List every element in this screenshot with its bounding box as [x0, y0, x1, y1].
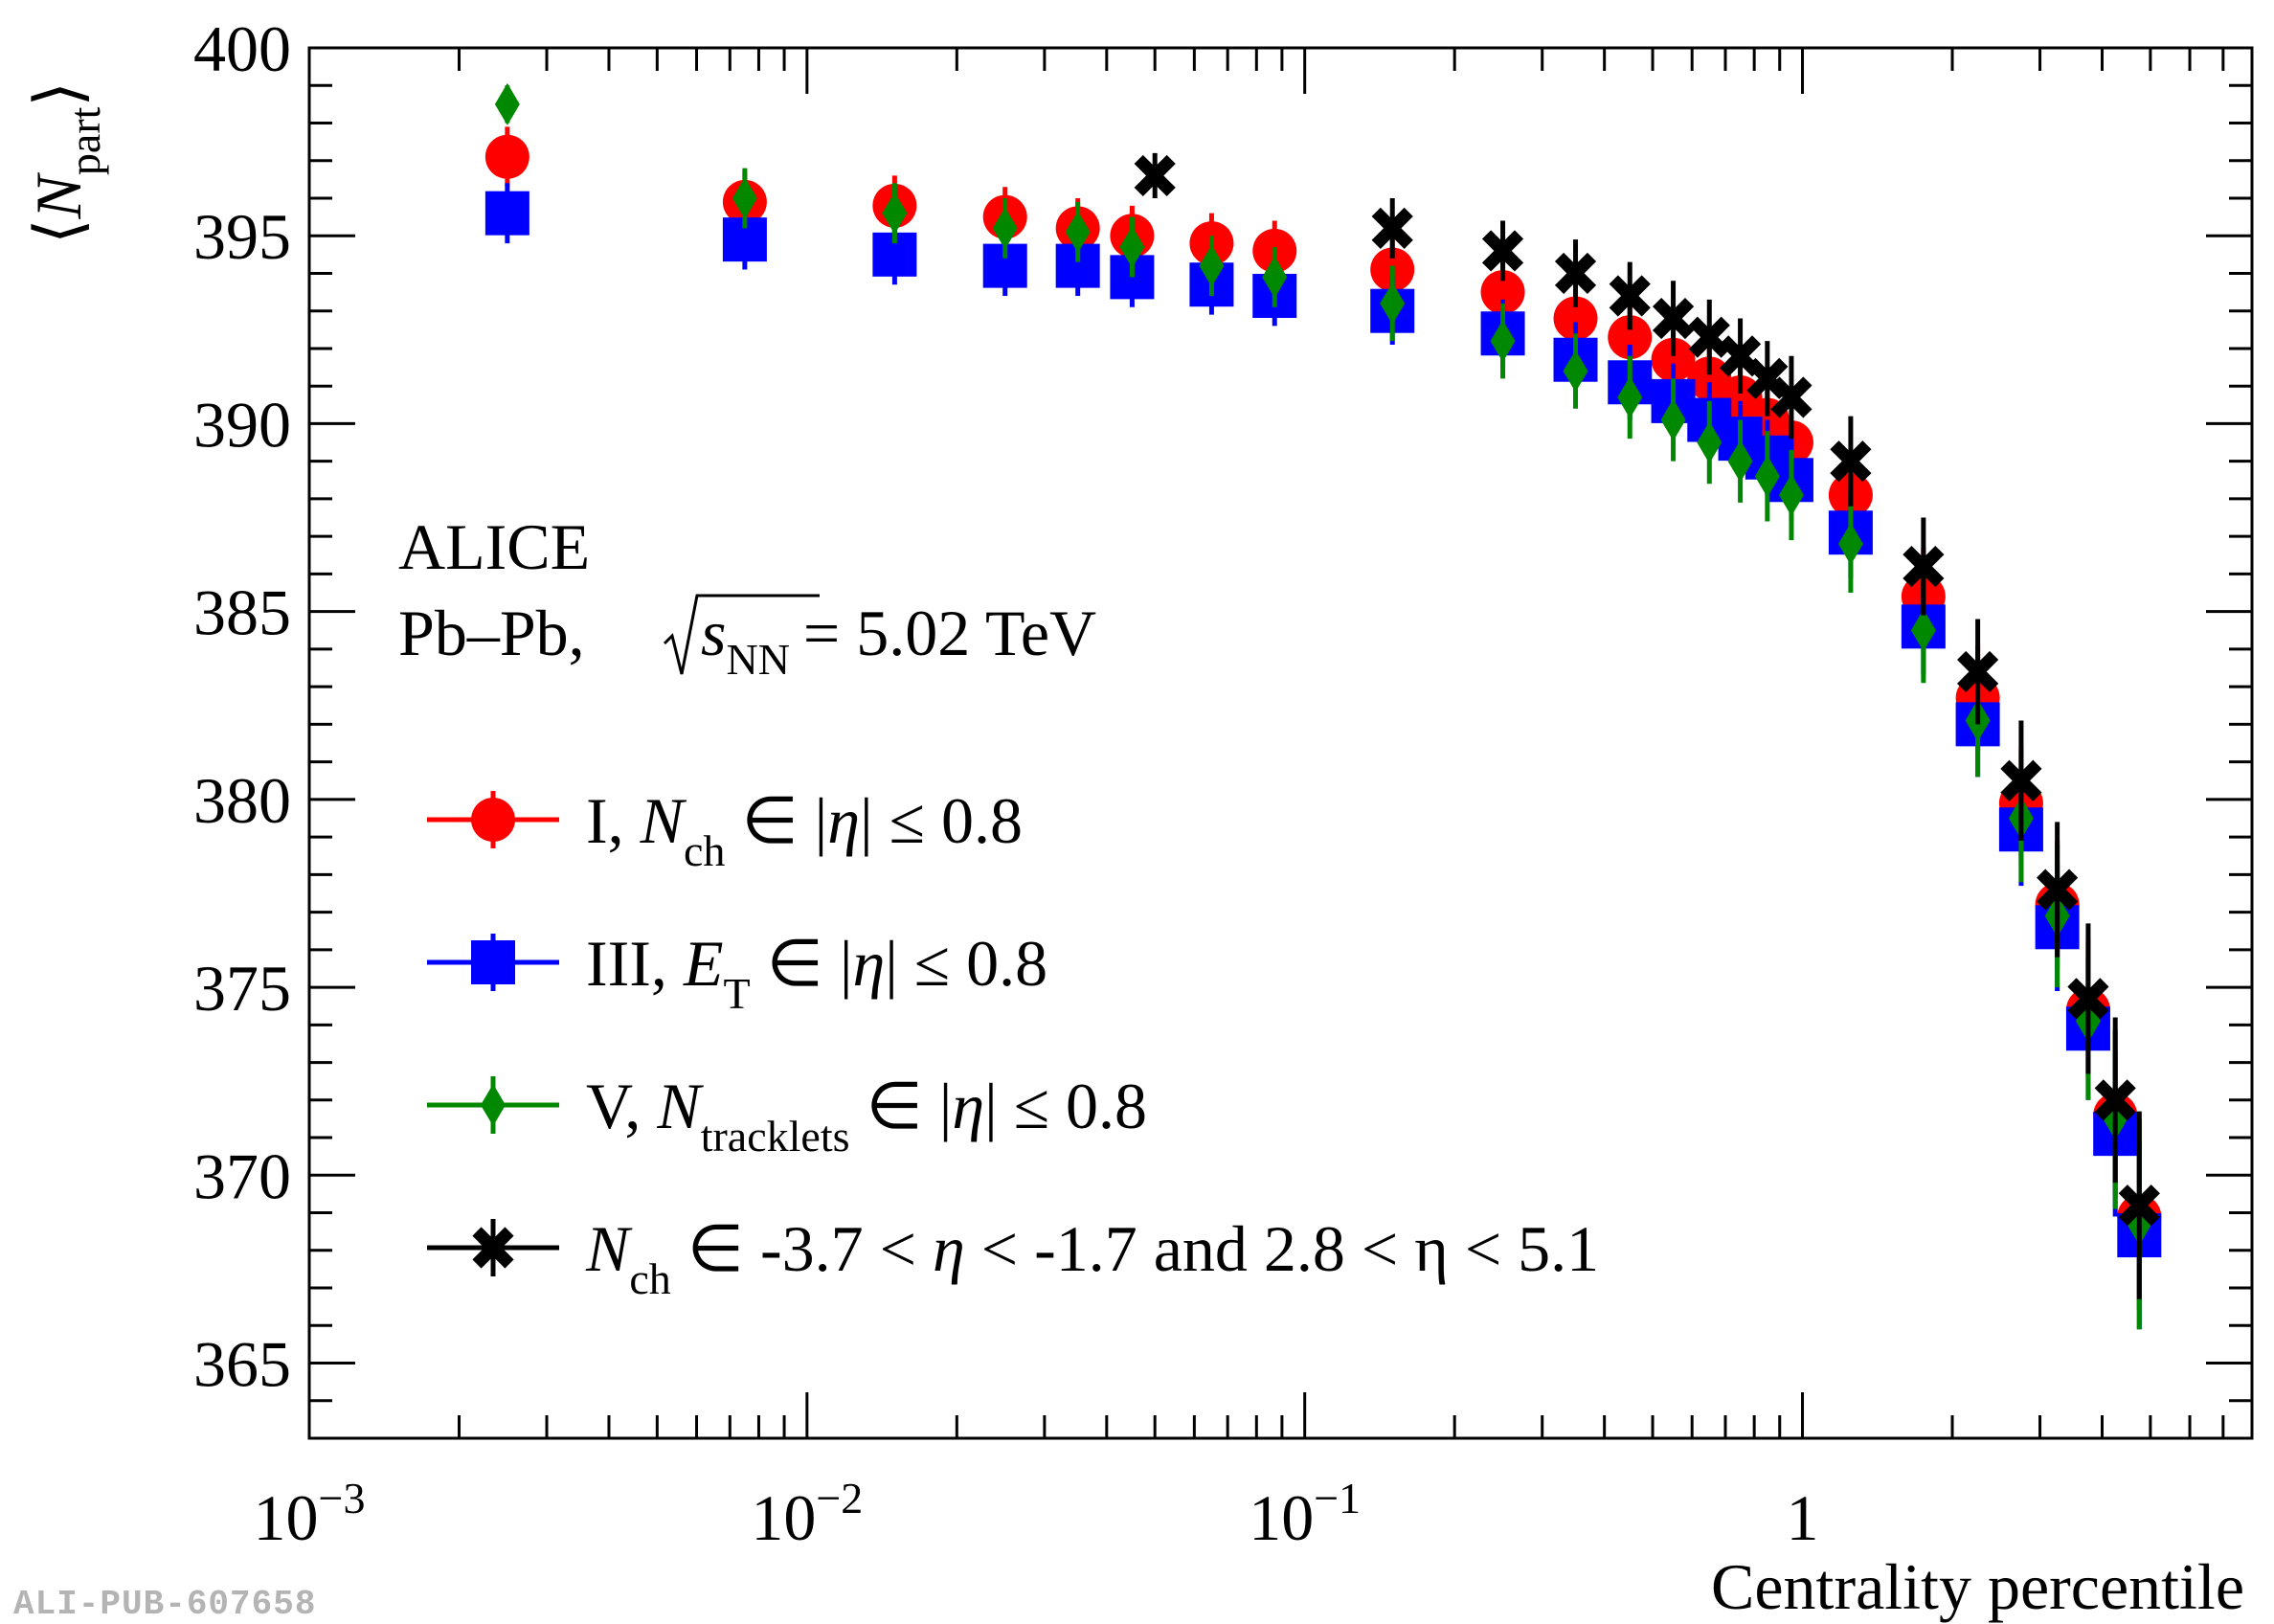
- data-point: [1778, 473, 1804, 516]
- x-tick-label: 10−1: [1249, 1474, 1361, 1554]
- y-axis-title: ⟨Npart⟩: [22, 81, 109, 244]
- legend-label: III, ET ∈ |η| ≤ 0.8: [586, 927, 1047, 1018]
- system-label: Pb–Pb,: [398, 597, 585, 669]
- data-points: [484, 82, 2162, 1330]
- data-point: [1660, 398, 1686, 441]
- data-point: [1609, 275, 1651, 317]
- series-cross: [1134, 152, 2160, 1299]
- axis-ticks: [307, 46, 2254, 1440]
- legend-marker: [471, 940, 515, 984]
- y-tick-label: 390: [193, 388, 291, 461]
- legend-entry: I, Nch ∈ |η| ≤ 0.8: [427, 784, 1023, 875]
- x-tick-label: 10−2: [751, 1474, 863, 1554]
- data-point: [1830, 440, 1872, 483]
- data-point: [1553, 296, 1598, 341]
- data-point: [1837, 523, 1863, 566]
- legend-label: Nch ∈ -3.7 < η < -1.7 and 2.8 < η < 5.1: [585, 1212, 1599, 1303]
- data-point: [484, 191, 529, 236]
- energy-label: sNN = 5.02 TeV: [701, 597, 1096, 684]
- data-point: [1134, 154, 1176, 197]
- data-point: [494, 82, 520, 125]
- series-diamond: [494, 82, 2152, 1330]
- data-point: [1608, 315, 1653, 360]
- publication-id: ALI-PUB-607658: [13, 1585, 317, 1624]
- experiment-label: ALICE: [398, 510, 590, 583]
- legend-marker: [472, 1227, 514, 1269]
- data-point: [1554, 252, 1597, 295]
- data-point: [1065, 211, 1091, 254]
- legend: I, Nch ∈ |η| ≤ 0.8 III, ET ∈ |η| ≤ 0.8 V, …: [427, 784, 1599, 1303]
- legend-entry: III, ET ∈ |η| ≤ 0.8: [427, 927, 1047, 1018]
- data-point: [1490, 320, 1516, 363]
- y-tick-labels: 365 370 375 380 385 390 395 400: [193, 12, 291, 1401]
- data-point: [1119, 225, 1145, 268]
- data-point: [882, 192, 908, 235]
- y-tick-label: 395: [193, 200, 291, 273]
- legend-marker: [471, 798, 515, 842]
- x-tick-label: 10−3: [254, 1474, 366, 1554]
- data-point: [1697, 421, 1722, 464]
- x-tick-label: 1: [1787, 1481, 1819, 1554]
- y-tick-label: 370: [193, 1139, 291, 1212]
- y-tick-label: 365: [193, 1328, 291, 1401]
- data-point: [1371, 207, 1413, 249]
- data-point: [732, 176, 757, 219]
- data-point: [1910, 609, 1936, 652]
- x-axis-title: Centrality percentile: [1711, 1550, 2244, 1623]
- legend-label: V, Ntracklets ∈ |η| ≤ 0.8: [586, 1070, 1147, 1161]
- data-point: [1563, 350, 1588, 393]
- y-tick-label: 400: [193, 12, 291, 85]
- data-point: [1262, 256, 1288, 299]
- data-point: [992, 207, 1018, 250]
- y-tick-label: 380: [193, 764, 291, 837]
- legend-entry: Nch ∈ -3.7 < η < -1.7 and 2.8 < η < 5.1: [427, 1212, 1599, 1303]
- y-tick-label: 375: [193, 952, 291, 1025]
- experiment-annotation: ALICE Pb–Pb, sNN = 5.02 TeV: [398, 510, 1096, 684]
- svg-text:⟨Npart⟩: ⟨Npart⟩: [22, 81, 109, 244]
- legend-marker: [481, 1084, 506, 1126]
- data-point: [1651, 337, 1696, 382]
- data-point: [484, 134, 529, 179]
- data-point: [1770, 376, 1812, 418]
- data-point: [1727, 440, 1753, 483]
- data-point: [1688, 316, 1730, 358]
- data-point: [2094, 1079, 2136, 1121]
- data-point: [2067, 978, 2109, 1020]
- data-point: [1652, 297, 1695, 340]
- data-point: [2037, 868, 2079, 911]
- data-point: [1957, 650, 1999, 693]
- y-tick-label: 385: [193, 576, 291, 649]
- sqrt-sign-icon: [663, 594, 820, 675]
- data-point: [1199, 244, 1225, 287]
- data-point: [1480, 270, 1525, 315]
- data-point: [1380, 282, 1406, 325]
- data-point: [2000, 759, 2042, 801]
- legend-label: I, Nch ∈ |η| ≤ 0.8: [586, 784, 1023, 875]
- x-tick-labels: 10−3 10−2 10−1 1: [254, 1474, 1819, 1554]
- data-point: [2118, 1184, 2160, 1227]
- data-point: [1903, 545, 1945, 588]
- data-point: [1754, 455, 1780, 498]
- data-point: [1617, 375, 1643, 418]
- data-point: [1481, 230, 1524, 272]
- legend-entry: V, Ntracklets ∈ |η| ≤ 0.8: [427, 1070, 1147, 1161]
